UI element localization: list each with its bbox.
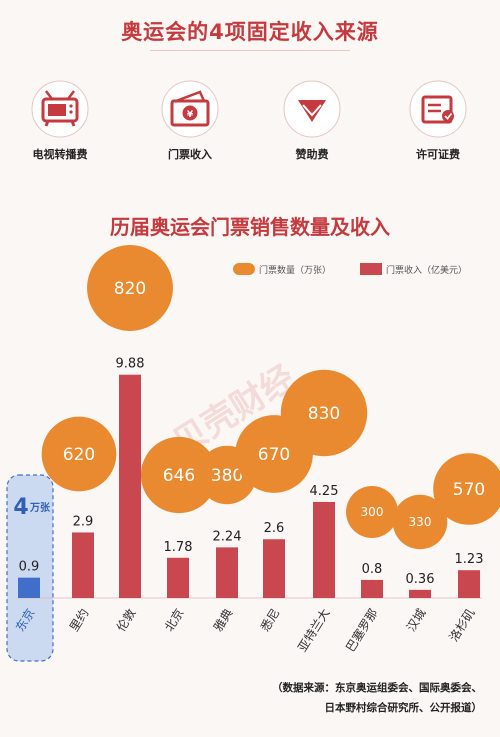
bubbles-layer: 620 820 646 380 670 830 300 330 570	[41, 245, 500, 550]
legend-swatch-count	[233, 263, 255, 275]
value-label-东京: 0.9	[19, 560, 40, 575]
bubble-label-汉城: 330	[409, 515, 432, 529]
bubble-label-北京: 646	[163, 466, 195, 486]
ticket-icon: ¥	[161, 80, 219, 138]
category-label-北京: 北京	[162, 606, 187, 634]
bar-悉尼	[263, 539, 285, 598]
category-label-汉城: 汉城	[404, 606, 429, 634]
data-source-line-2: 日本野村综合研究所、公开报道）	[324, 702, 483, 714]
bubble-里约	[41, 416, 117, 492]
bar-巴塞罗那	[361, 579, 383, 598]
svg-text:¥: ¥	[187, 110, 194, 120]
revenue-source-ticket: ¥ 门票收入	[142, 80, 238, 162]
bubble-label-亚特兰大: 830	[308, 404, 340, 424]
bubble-label-巴塞罗那: 300	[361, 505, 384, 519]
value-label-伦敦: 9.88	[116, 357, 145, 372]
legend-label-count: 门票数量（万张）	[259, 264, 331, 276]
chart-legend: 门票数量（万张） 门票收入（亿美元）	[233, 263, 467, 276]
bubble-亚特兰大	[280, 369, 368, 457]
value-label-洛杉矶: 1.23	[455, 552, 484, 567]
value-label-巴塞罗那: 0.8	[362, 562, 383, 577]
legend-swatch-revenue	[360, 263, 382, 275]
revenue-source-label: 电视转播费	[32, 148, 88, 161]
value-label-汉城: 0.36	[406, 572, 435, 587]
bar-亚特兰大	[313, 501, 335, 598]
tokyo-count-number: 4	[13, 495, 28, 520]
bar-雅典	[216, 547, 238, 598]
page-title: 奥运会的4项固定收入来源	[121, 20, 379, 44]
bar-北京	[167, 557, 189, 598]
value-label-亚特兰大: 4.25	[310, 484, 339, 499]
bubble-label-悉尼: 670	[258, 445, 290, 465]
bar-汉城	[409, 589, 431, 598]
value-label-北京: 1.78	[164, 540, 193, 555]
bubble-label-雅典: 380	[211, 466, 243, 486]
value-label-雅典: 2.24	[213, 529, 242, 544]
category-label-悉尼: 悉尼	[258, 606, 283, 634]
chart-title: 历届奥运会门票销售数量及收入	[110, 215, 390, 239]
bubble-洛杉矶	[433, 453, 500, 525]
data-source-line-1: （数据来源：东京奥运组委会、国际奥委会、	[272, 682, 482, 694]
category-label-亚特兰大: 亚特兰大	[294, 606, 332, 655]
bar-伦敦	[119, 374, 141, 598]
license-icon	[409, 80, 467, 138]
bar-洛杉矶	[458, 570, 480, 598]
value-label-悉尼: 2.6	[264, 521, 285, 536]
bubble-label-洛杉矶: 570	[453, 480, 485, 500]
revenue-source-label: 许可证费	[416, 148, 460, 161]
bubble-label-里约: 620	[63, 445, 95, 465]
category-label-洛杉矶: 洛杉矶	[446, 606, 478, 644]
bubble-北京	[140, 436, 218, 514]
gem-icon	[283, 80, 341, 138]
bubble-汉城	[392, 494, 448, 550]
tokyo-count-unit: 万张	[29, 501, 51, 514]
bubble-label-伦敦: 820	[114, 279, 146, 299]
bar-东京	[18, 577, 40, 598]
value-label-里约: 2.9	[73, 514, 94, 529]
legend-label-revenue: 门票收入（亿美元）	[386, 264, 467, 276]
revenue-source-license: 许可证费	[390, 80, 486, 162]
category-label-雅典: 雅典	[210, 606, 235, 634]
tokyo-highlight-panel	[6, 474, 54, 662]
bubble-巴塞罗那	[346, 486, 398, 538]
tv-icon	[31, 80, 89, 138]
revenue-source-tv: 电视转播费	[12, 80, 108, 162]
bar-里约	[72, 532, 94, 598]
revenue-source-label: 门票收入	[168, 148, 212, 161]
revenue-source-label: 赞助费	[295, 148, 329, 161]
title-underline	[150, 50, 350, 51]
bubble-伦敦	[87, 245, 173, 331]
category-label-伦敦: 伦敦	[113, 606, 138, 634]
category-label-里约: 里约	[66, 606, 91, 634]
category-label-巴塞罗那: 巴塞罗那	[342, 606, 380, 655]
revenue-source-sponsor: 赞助费	[264, 80, 360, 162]
data-source-note: （数据来源：东京奥运组委会、国际奥委会、 日本野村综合研究所、公开报道）	[272, 678, 482, 718]
